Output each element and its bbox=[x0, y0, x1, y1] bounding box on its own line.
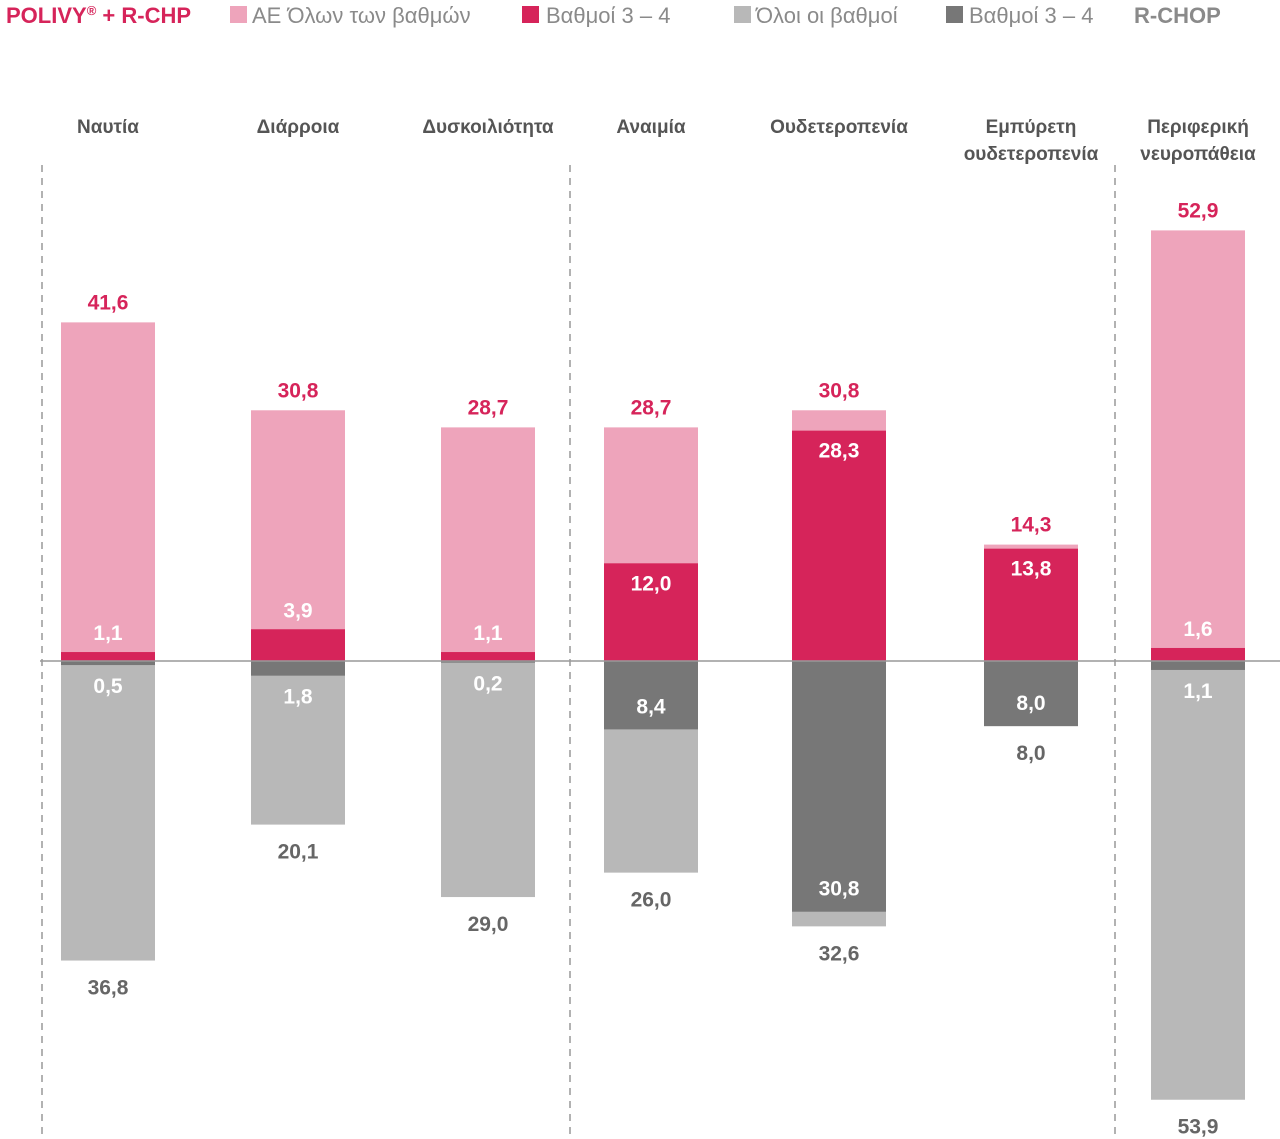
category-label-6: Περιφερική νευροπάθεια bbox=[1140, 117, 1256, 165]
bar-rchop-all-1 bbox=[251, 661, 345, 825]
label-polivy-grade34-4: 28,3 bbox=[819, 440, 860, 463]
bar-rchop-grade34-6 bbox=[1151, 661, 1245, 670]
label-rchop-grade34-4: 30,8 bbox=[819, 878, 860, 901]
label-polivy-grade34-6: 1,6 bbox=[1183, 618, 1212, 641]
bar-polivy-all-1 bbox=[251, 410, 345, 661]
legend-polivy-all-label: ΑΕ Όλων των βαθμών bbox=[252, 3, 471, 28]
label-polivy-grade34-2: 1,1 bbox=[473, 622, 503, 645]
category-label-1: Διάρροια bbox=[257, 117, 340, 138]
bar-polivy-grade34-3 bbox=[604, 563, 698, 661]
legend-group-a-label: POLIVY® + R-CHP bbox=[6, 3, 191, 28]
category-label-0: Ναυτία bbox=[77, 117, 139, 138]
bar-rchop-grade34-1 bbox=[251, 661, 345, 676]
label-polivy-all-3: 28,7 bbox=[631, 396, 672, 419]
bar-rchop-all-0 bbox=[61, 661, 155, 961]
plot-area: Ναυτία 41,6 1,1 36,8 0,5 Διάρροια 30,8 3,9 20,1 1… bbox=[40, 117, 1280, 1139]
bar-polivy-all-6 bbox=[1151, 230, 1245, 662]
label-polivy-grade34-5: 13,8 bbox=[1011, 558, 1052, 581]
category-label-5: Εμπύρετη ουδετεροπενία bbox=[964, 117, 1099, 165]
legend-polivy-grade34-label: Βαθμοί 3 – 4 bbox=[546, 3, 670, 28]
legend-rchop-all-label: Όλοι οι βαθμοί bbox=[755, 3, 898, 28]
bar-rchop-grade34-5 bbox=[984, 661, 1078, 727]
bar-polivy-grade34-4 bbox=[792, 430, 886, 661]
legend-group-b-label: R-CHOP bbox=[1134, 3, 1221, 28]
label-rchop-all-4: 32,6 bbox=[819, 942, 860, 965]
bar-polivy-grade34-5 bbox=[984, 548, 1078, 661]
label-polivy-grade34-0: 1,1 bbox=[93, 622, 123, 645]
label-rchop-grade34-2: 0,2 bbox=[473, 673, 502, 696]
bar-rchop-all-2 bbox=[441, 661, 535, 898]
bar-rchop-grade34-3 bbox=[604, 661, 698, 730]
bar-polivy-grade34-6 bbox=[1151, 647, 1245, 661]
label-rchop-all-1: 20,1 bbox=[278, 841, 319, 864]
label-rchop-all-3: 26,0 bbox=[631, 889, 672, 912]
bar-polivy-grade34-1 bbox=[251, 629, 345, 661]
label-rchop-grade34-1: 1,8 bbox=[283, 686, 313, 709]
bar-polivy-grade34-0 bbox=[61, 652, 155, 661]
category-label-3: Αναιμία bbox=[616, 117, 685, 138]
label-polivy-all-0: 41,6 bbox=[88, 291, 129, 314]
label-polivy-all-1: 30,8 bbox=[278, 379, 319, 402]
label-rchop-grade34-6: 1,1 bbox=[1183, 680, 1213, 703]
label-rchop-grade34-3: 8,4 bbox=[636, 695, 666, 718]
label-rchop-all-2: 29,0 bbox=[468, 913, 509, 936]
legend-swatch-rchop-grade34 bbox=[946, 6, 963, 23]
label-polivy-all-5: 14,3 bbox=[1011, 514, 1052, 537]
bar-polivy-all-2 bbox=[441, 427, 535, 661]
legend-swatch-rchop-all bbox=[734, 6, 751, 23]
label-rchop-all-6: 53,9 bbox=[1178, 1116, 1219, 1139]
bar-polivy-grade34-2 bbox=[441, 652, 535, 661]
legend: POLIVY® + R-CHP ΑΕ Όλων των βαθμών Βαθμο… bbox=[6, 3, 1221, 28]
category-label-4: Ουδετεροπενία bbox=[770, 117, 908, 138]
label-polivy-all-2: 28,7 bbox=[468, 396, 509, 419]
label-rchop-all-0: 36,8 bbox=[88, 977, 129, 1000]
legend-swatch-polivy-grade34 bbox=[522, 6, 539, 23]
label-polivy-all-4: 30,8 bbox=[819, 379, 860, 402]
bar-rchop-all-6 bbox=[1151, 661, 1245, 1100]
bar-rchop-grade34-0 bbox=[61, 661, 155, 666]
label-polivy-all-6: 52,9 bbox=[1178, 199, 1219, 222]
label-rchop-grade34-5: 8,0 bbox=[1016, 692, 1045, 715]
legend-rchop-grade34-label: Βαθμοί 3 – 4 bbox=[969, 3, 1093, 28]
category-label-2: Δυσκοιλιότητα bbox=[422, 117, 554, 138]
bar-rchop-grade34-4 bbox=[792, 661, 886, 912]
label-polivy-grade34-3: 12,0 bbox=[631, 572, 672, 595]
label-rchop-grade34-0: 0,5 bbox=[93, 675, 123, 698]
bar-rchop-grade34-2 bbox=[441, 661, 535, 663]
legend-swatch-polivy-all bbox=[230, 6, 247, 23]
bar-polivy-all-0 bbox=[61, 322, 155, 661]
label-rchop-all-5: 8,0 bbox=[1016, 742, 1045, 765]
label-polivy-grade34-1: 3,9 bbox=[283, 599, 312, 622]
